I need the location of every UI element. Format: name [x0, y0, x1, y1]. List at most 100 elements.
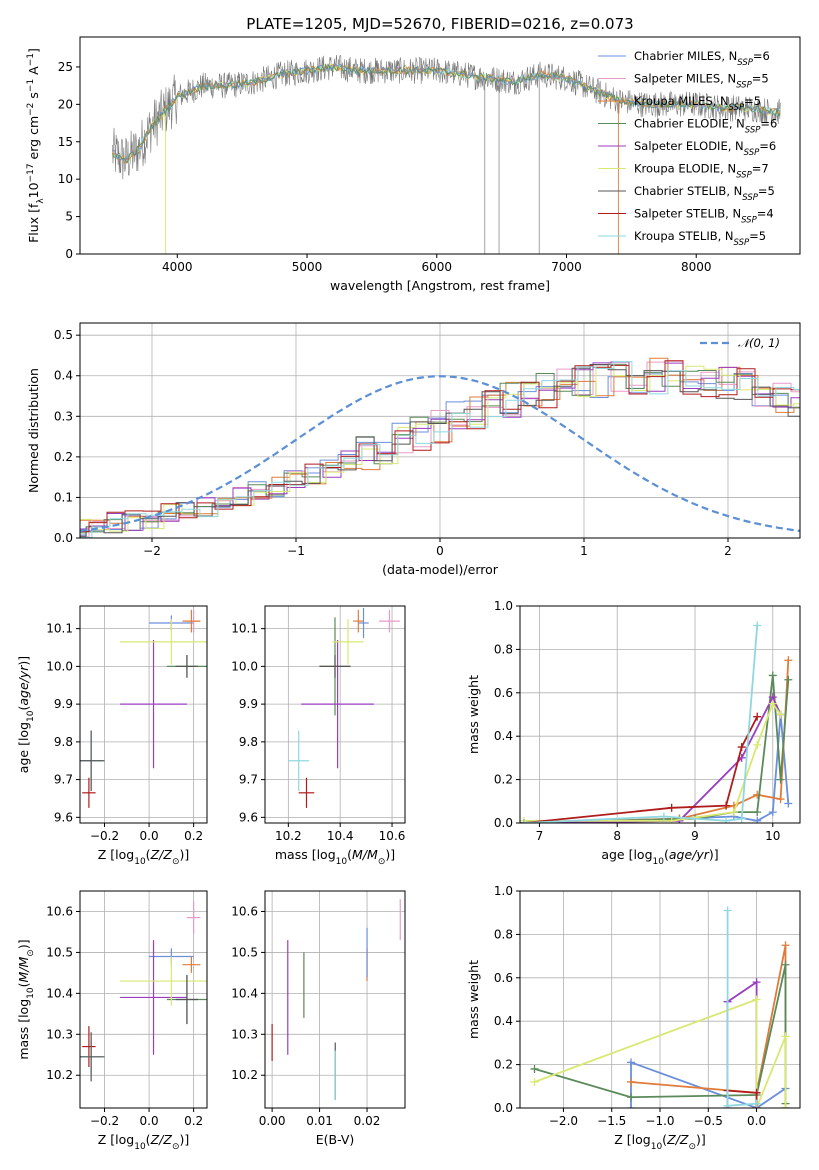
weight-series-line — [534, 998, 787, 1108]
x-label-part: ⊙ — [172, 857, 180, 867]
histogram-step — [80, 361, 800, 538]
y-label-part: ] — [26, 48, 41, 53]
x-tick-label: 0.0 — [747, 1114, 766, 1128]
y-tick-label: 9.6 — [54, 810, 73, 824]
x-tick-label: −2 — [143, 544, 161, 558]
y-tick-label: 0.2 — [494, 773, 513, 787]
figure-title: PLATE=1205, MJD=52670, FIBERID=0216, z=0… — [246, 15, 633, 33]
y-label-part: mass weight — [466, 960, 481, 1039]
y-tick-label: 10.2 — [46, 1068, 73, 1082]
y-label-part: −1 — [26, 79, 36, 92]
y-tick-label: 0.3 — [54, 409, 73, 423]
y-tick-label: 10.3 — [231, 1027, 258, 1041]
y-tick-label: 10.3 — [46, 1027, 73, 1041]
y-tick-label: 0.0 — [494, 816, 513, 830]
x-label-part: yr — [695, 847, 709, 862]
axes-frame — [264, 605, 406, 824]
y-axis-label: mass [log10(M/M⊙)] — [16, 939, 36, 1059]
x-label-part: / — [691, 847, 698, 862]
y-label-part: Normed distribution — [26, 368, 41, 493]
y-tick-label: 0.4 — [494, 729, 513, 743]
legend-sub: SSP — [745, 126, 761, 136]
x-label-part: / — [158, 1132, 165, 1147]
weight-point-marker — [752, 1099, 761, 1108]
y-tick-label: 0.0 — [54, 531, 73, 545]
weight-point-marker — [530, 1064, 539, 1073]
y-tick-label: 10.2 — [231, 1068, 258, 1082]
legend-entry: Chabrier ELODIE, NSSP=6 — [634, 117, 777, 136]
x-tick-label: 8000 — [681, 260, 712, 274]
y-label-part: −1 — [26, 53, 36, 66]
x-label-part: )] — [179, 847, 189, 862]
y-tick-label: 10.6 — [231, 904, 258, 918]
y-tick-label: 10.1 — [231, 622, 258, 636]
y-axis-label: Normed distribution — [26, 368, 41, 493]
x-tick-label: −0.2 — [90, 1114, 119, 1128]
x-tick-label: 7000 — [551, 260, 582, 274]
data-points — [288, 607, 400, 808]
legend-label: Chabrier STELIB, N — [634, 184, 742, 198]
y-tick-label: 10.0 — [231, 659, 258, 673]
weight-point-marker — [627, 1104, 636, 1108]
x-tick-label: 0.2 — [184, 829, 203, 843]
x-axis-label: mass [log10(M/M⊙)] — [275, 847, 395, 867]
legend-sub: SSP — [744, 148, 760, 158]
y-tick-label: 0.0 — [494, 1101, 513, 1115]
x-label-part: M — [352, 847, 363, 862]
x-tick-label: −2.0 — [549, 1114, 578, 1128]
y-tick-label: 10.4 — [46, 986, 73, 1000]
y-label-part: erg cm — [26, 116, 41, 164]
legend-label: Kroupa ELODIE, N — [634, 162, 736, 176]
panel-age-vs-mass: 10.2 10.4 10.6 9.6 9.7 9.8 9.9 10.0 10.1 mass [lo… — [231, 605, 406, 867]
weight-point-marker — [781, 960, 790, 969]
y-label-part: )] — [16, 656, 31, 666]
y-label-part: mass weight — [466, 675, 481, 754]
legend-tail: =6 — [760, 117, 777, 131]
weight-series-line — [523, 675, 790, 823]
y-tick-label: 20 — [58, 97, 73, 111]
y-label-part: A — [26, 66, 41, 79]
weight-point-marker — [784, 656, 793, 665]
y-label-part: mass [log — [16, 999, 31, 1060]
legend-label: Chabrier ELODIE, N — [634, 117, 745, 131]
legend-tail: =5 — [752, 72, 769, 86]
x-label-part: E(B-V) — [316, 1132, 355, 1147]
y-label-part: −2 — [26, 103, 36, 116]
x-axis-label: (data-model)/error — [382, 562, 499, 577]
weight-point-marker — [520, 819, 528, 823]
x-tick-label: 1 — [580, 544, 588, 558]
x-tick-label: 10.2 — [275, 829, 302, 843]
legend-label: Chabrier MILES, N — [634, 49, 737, 63]
x-label-part: 10 — [653, 857, 665, 867]
axes-frame — [79, 890, 208, 1109]
legend-entry: Kroupa ELODIE, NSSP=7 — [634, 162, 769, 181]
panel-weight-vs-Z: −2.0 −1.5 −1.0 −0.5 0.0 0.0 0.2 0.4 0.6 0.8 1.0 Z [… — [466, 884, 801, 1152]
weight-point-marker — [723, 906, 732, 915]
x-axis-label: E(B-V) — [316, 1132, 355, 1147]
x-label-part: (data-model)/error — [382, 562, 499, 577]
weight-point-marker — [753, 621, 762, 630]
panel-residuals: −2 −1 0 1 2 0.0 0.1 0.2 0.3 0.4 0.5 (data-model)/er… — [26, 322, 801, 577]
legend-sub: SSP — [742, 193, 758, 203]
legend-entry: Salpeter MILES, NSSP=5 — [634, 72, 769, 91]
x-tick-label: 5000 — [292, 260, 323, 274]
residuals-legend: 𝒩(0, 1) — [700, 336, 780, 350]
x-label-part: Z — [162, 847, 172, 862]
x-label-part: Z [log — [98, 1132, 134, 1147]
x-tick-label: −0.5 — [694, 1114, 723, 1128]
legend-entry: Salpeter ELODIE, NSSP=6 — [634, 139, 776, 158]
legend-label: Salpeter MILES, N — [634, 72, 736, 86]
weight-point-marker — [776, 795, 785, 804]
legend-entry: Kroupa MILES, NSSP=5 — [634, 94, 761, 113]
x-label-part: Z [log — [98, 847, 134, 862]
y-label-part: / — [16, 676, 31, 683]
panel-mass-vs-Z: −0.2 0.0 0.210.210.310.410.510.6Z [log10(Z… — [16, 890, 208, 1152]
x-tick-label: 0.2 — [184, 1114, 203, 1128]
x-tick-label: 9 — [691, 829, 699, 843]
axes-frame — [519, 605, 801, 824]
x-label-part: ⊙ — [688, 1142, 696, 1152]
x-label-part: wavelength [Angstrom, rest frame] — [330, 278, 550, 293]
x-label-part: M — [367, 847, 378, 862]
